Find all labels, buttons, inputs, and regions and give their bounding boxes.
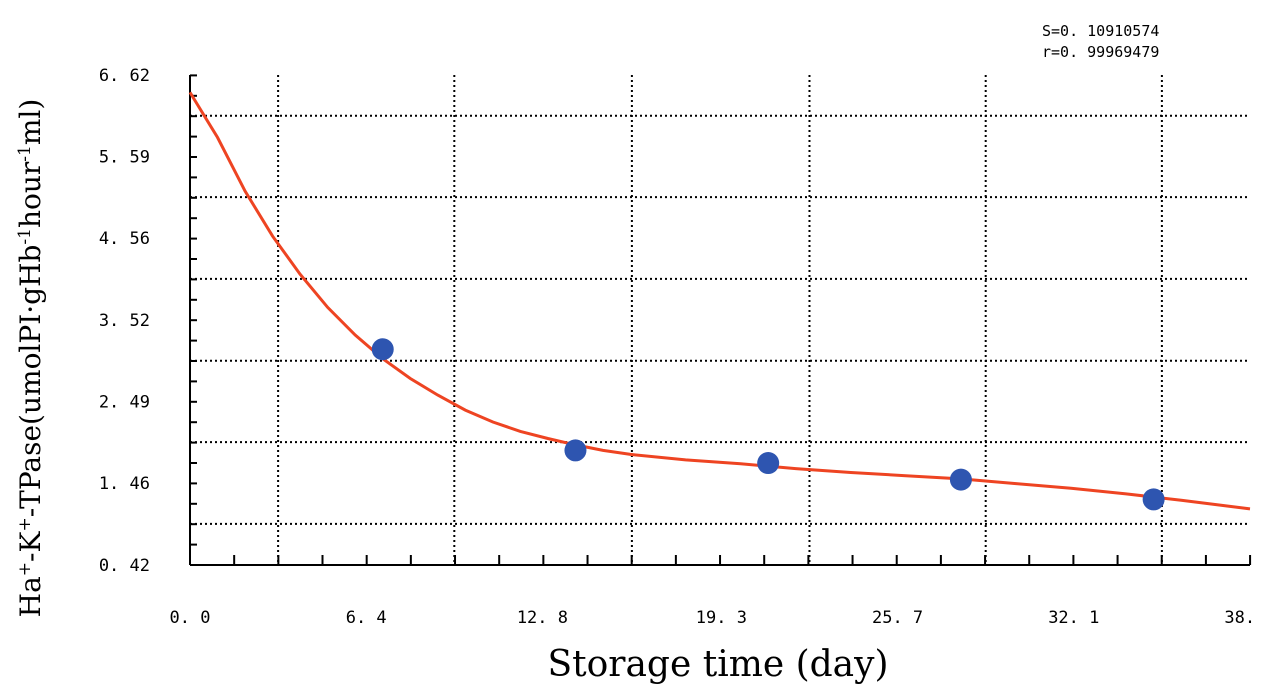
y-axis-title-superscript: + — [15, 517, 35, 531]
y-axis-title-superscript: -1 — [15, 228, 35, 245]
y-tick-label: 3. 52 — [99, 311, 150, 331]
data-point — [757, 452, 780, 475]
axes — [189, 74, 1252, 566]
x-axis-title: Storage time (day) — [547, 644, 888, 685]
x-tick-label: 19. 3 — [696, 608, 747, 628]
y-axis-title: Ha+-K+-TPase(umolPI·gHb-1hour-1ml) — [14, 99, 47, 618]
x-tick-label: 6. 4 — [346, 608, 387, 628]
x-tick-label: 0. 0 — [170, 608, 211, 628]
y-tick-label: 1. 46 — [99, 474, 150, 494]
x-tick-label: 12. 8 — [517, 608, 568, 628]
y-axis-title-part: hour — [14, 161, 47, 228]
x-tick-label: 32. 1 — [1048, 608, 1099, 628]
y-axis-title-part: ml) — [14, 99, 47, 145]
stat-r: r=0. 99969479 — [1042, 43, 1159, 61]
data-point — [564, 439, 587, 462]
series — [188, 91, 1251, 511]
y-axis-title-superscript: -1 — [15, 145, 35, 162]
stat-s: S=0. 10910574 — [1042, 22, 1159, 40]
y-axis-title-part: Ha — [14, 576, 47, 617]
x-tick-label: 38. 5 — [1224, 608, 1262, 628]
data-point — [949, 468, 972, 491]
grid — [190, 75, 1250, 565]
y-axis-title-part: -K — [14, 530, 47, 561]
y-axis-title-superscript: + — [15, 562, 35, 576]
y-tick-label: 4. 56 — [99, 229, 150, 249]
y-tick-label: 6. 62 — [99, 66, 150, 86]
y-tick-labels: 0. 42 1. 46 2. 49 3. 52 4. 56 5. 59 6. 62 — [99, 66, 150, 576]
x-tick-label: 25. 7 — [872, 608, 923, 628]
y-tick-label: 5. 59 — [99, 147, 150, 167]
y-tick-label: 2. 49 — [99, 392, 150, 412]
data-point — [371, 338, 394, 361]
fit-curve — [188, 91, 1251, 511]
y-tick-label: 0. 42 — [99, 556, 150, 576]
y-axis-title-part: -TPase(umolPI·gHb — [14, 245, 47, 518]
x-tick-labels: 0. 0 6. 4 12. 8 19. 3 25. 7 32. 1 38. 5 — [170, 608, 1262, 628]
data-point — [1142, 488, 1165, 511]
